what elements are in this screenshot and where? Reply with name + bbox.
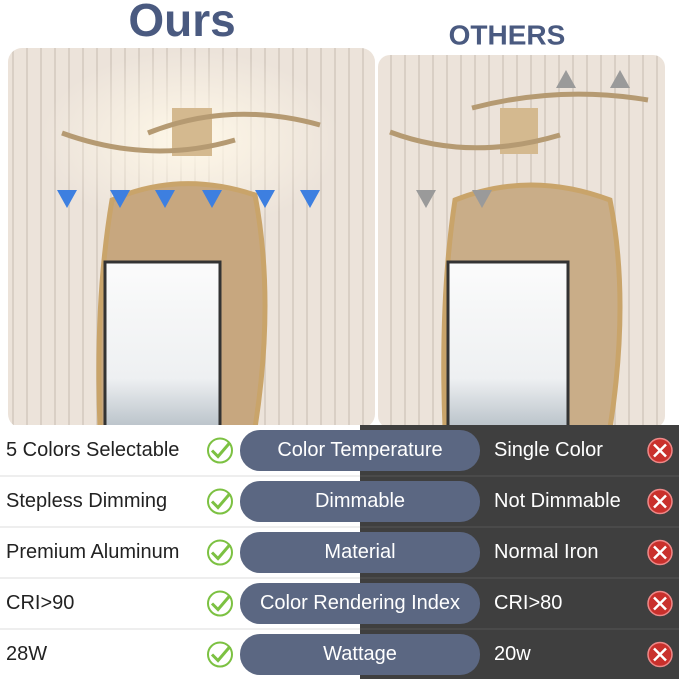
x-mark bbox=[653, 545, 667, 560]
ours-feature: CRI>90 bbox=[6, 592, 74, 614]
check-mark bbox=[210, 543, 232, 561]
others-feature: 20w bbox=[494, 643, 531, 665]
rows: 5 Colors Selectable Color Temperature Sing… bbox=[0, 430, 679, 675]
feature-pill bbox=[240, 532, 480, 573]
feature-pill bbox=[240, 430, 480, 471]
ours-feature: Premium Aluminum bbox=[6, 541, 179, 563]
feature-name: Wattage bbox=[323, 643, 397, 665]
ours-photo bbox=[8, 48, 375, 431]
ours-heading: Ours bbox=[128, 0, 235, 46]
feature-name: Material bbox=[324, 541, 395, 563]
feature-pill bbox=[240, 634, 480, 675]
check-mark bbox=[210, 645, 232, 663]
check-mark bbox=[210, 492, 232, 510]
check-icon bbox=[207, 488, 233, 515]
check-icon bbox=[207, 437, 233, 464]
x-mark bbox=[653, 596, 667, 611]
others-feature: Single Color bbox=[494, 439, 603, 461]
x-mark bbox=[653, 443, 667, 458]
ours-feature: 28W bbox=[6, 643, 47, 665]
feature-name: Color Rendering Index bbox=[260, 592, 460, 614]
others-feature: Normal Iron bbox=[494, 541, 598, 563]
others-heading: OTHERS bbox=[449, 19, 566, 50]
others-feature: CRI>80 bbox=[494, 592, 562, 614]
x-mark bbox=[653, 647, 667, 662]
ours-feature: Stepless Dimming bbox=[6, 490, 167, 512]
others-photo bbox=[378, 55, 665, 431]
check-mark bbox=[210, 594, 232, 612]
feature-name: Dimmable bbox=[315, 490, 405, 512]
check-mark bbox=[210, 441, 232, 459]
others-feature: Not Dimmable bbox=[494, 490, 621, 512]
feature-pill bbox=[240, 481, 480, 522]
x-mark bbox=[653, 494, 667, 509]
check-icon bbox=[207, 539, 233, 566]
ours-feature: 5 Colors Selectable bbox=[6, 439, 179, 461]
check-icon bbox=[207, 641, 233, 668]
feature-name: Color Temperature bbox=[277, 439, 442, 461]
check-icon bbox=[207, 590, 233, 617]
feature-pill bbox=[240, 583, 480, 624]
